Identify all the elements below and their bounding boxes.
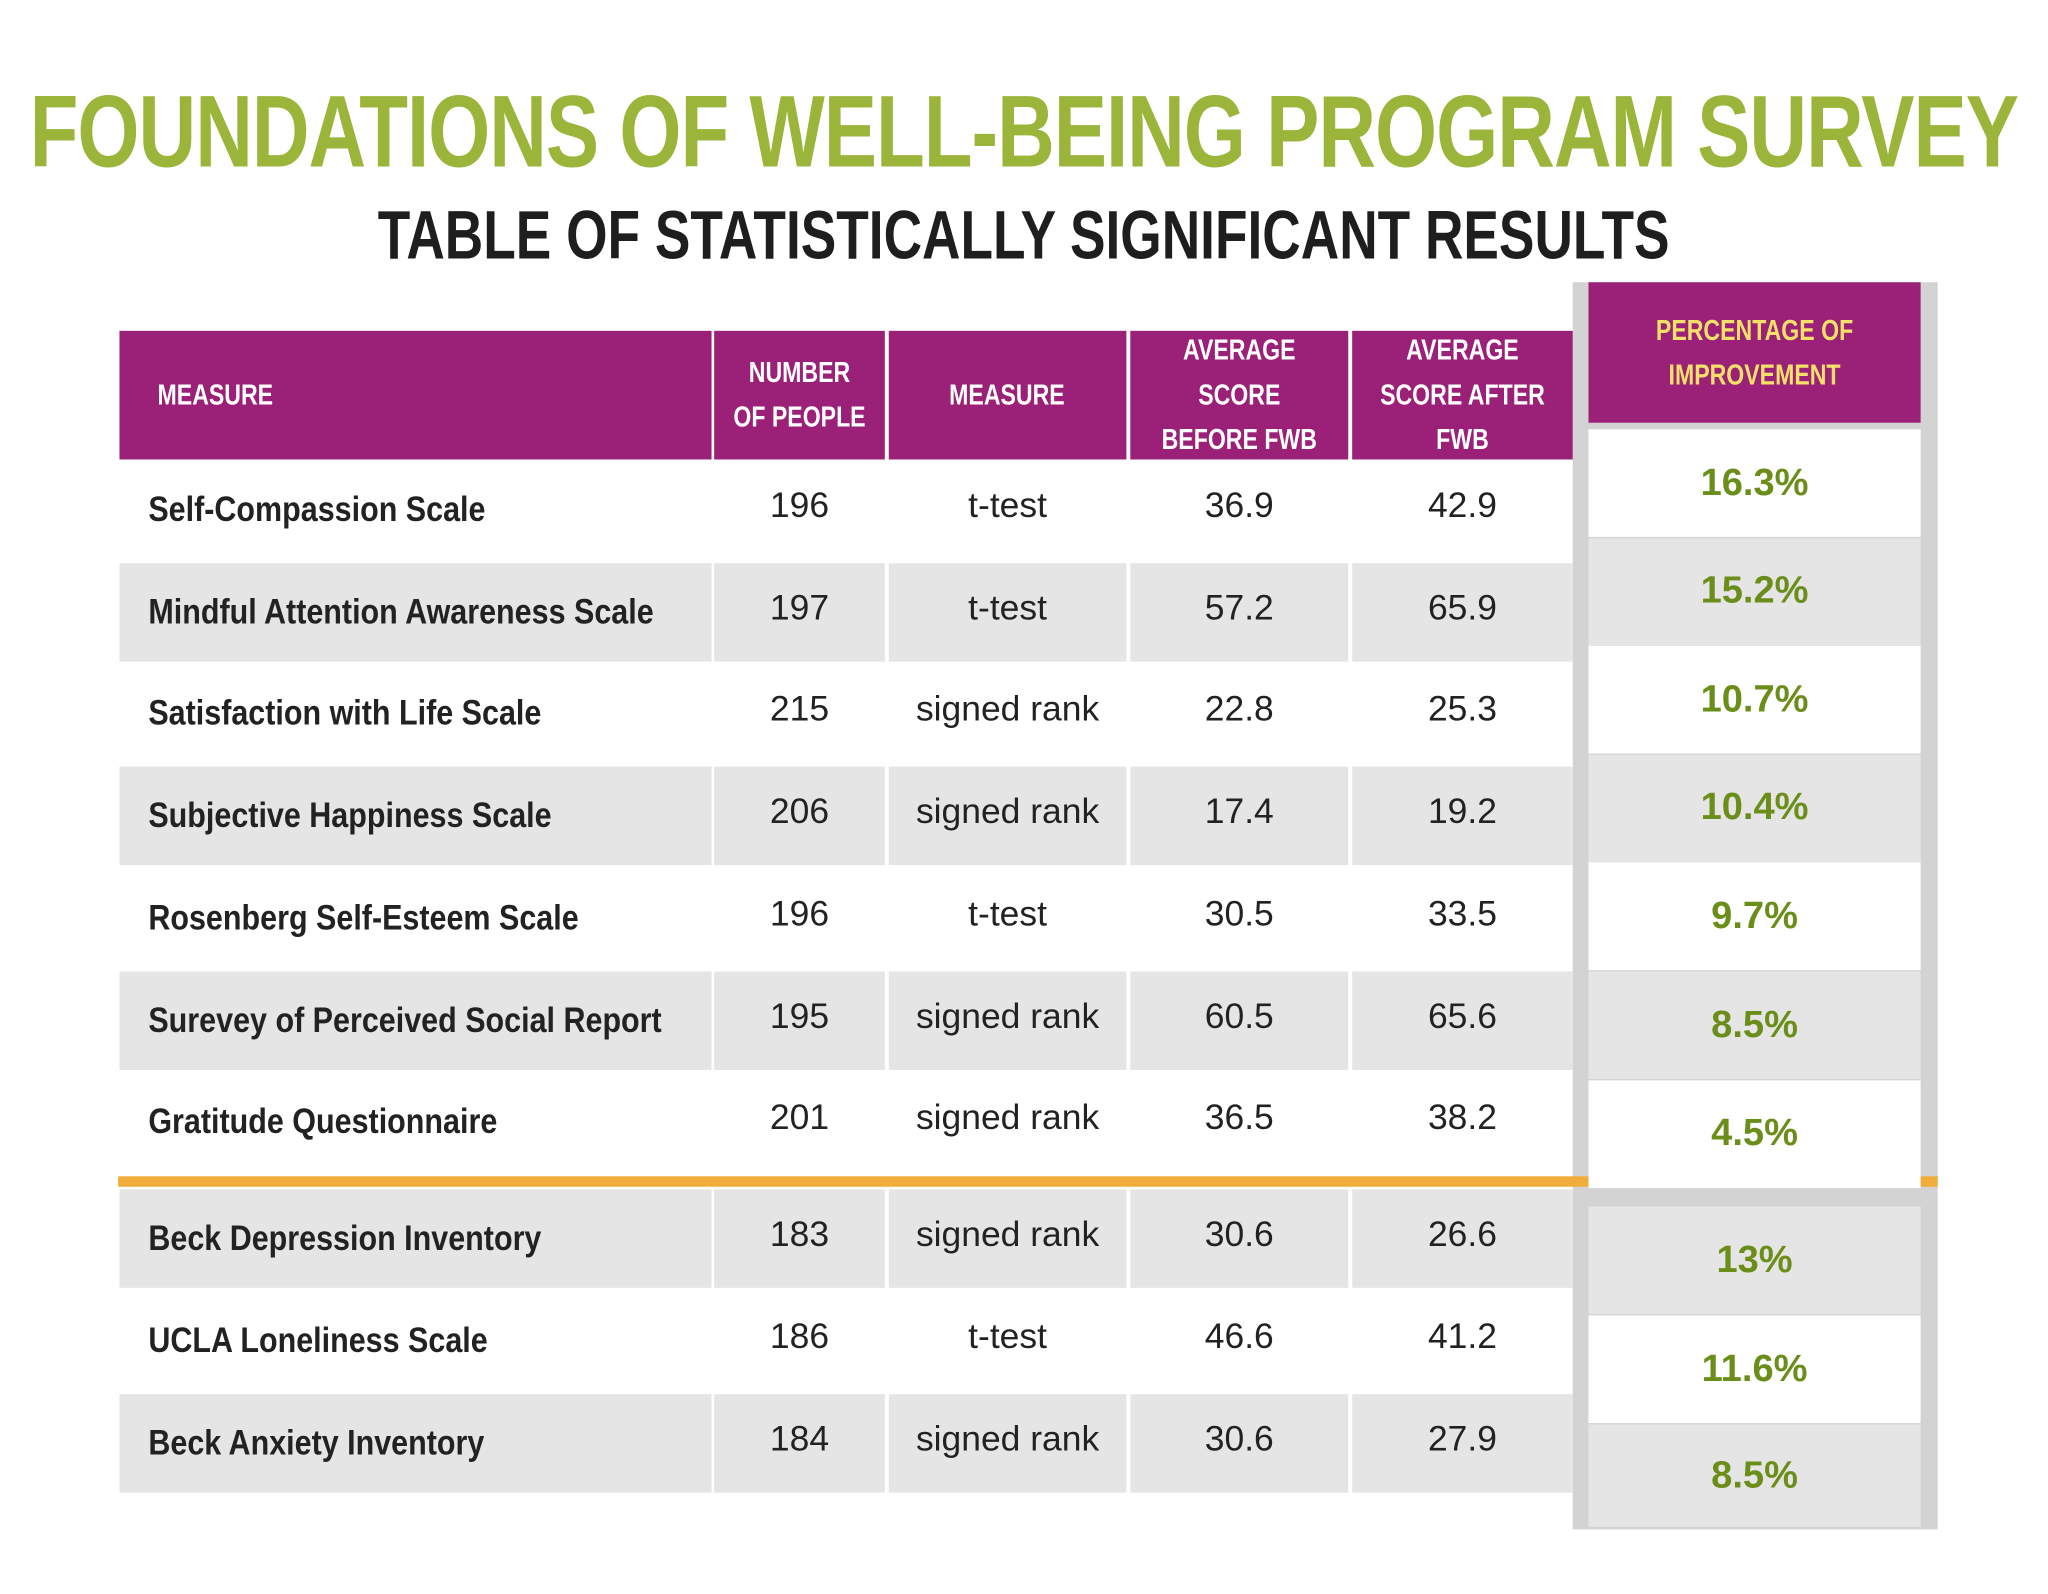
table-cell: signed rank [915, 689, 1100, 730]
column-header-text: MEASURE [949, 378, 1066, 411]
table-cell: 38.2 [1427, 1097, 1497, 1138]
row-label-text: UCLA Loneliness Scale [148, 1320, 488, 1361]
table-cell: 184 [714, 1394, 885, 1493]
percentage-cell: 10.4% [1588, 754, 1921, 863]
row-label-text: Beck Depression Inventory [148, 1218, 542, 1258]
row-label: Self-Compassion Scale [119, 461, 711, 559]
percentage-cell: 10.7% [1588, 646, 1921, 754]
table-cell: 30.5 [1204, 893, 1274, 934]
row-label: Gratitude Questionnaire [119, 1073, 711, 1171]
table-cell: 36.9 [1204, 485, 1274, 526]
table-cell: 26.6 [1352, 1189, 1573, 1288]
percentage-cell: 13% [1588, 1206, 1921, 1315]
table-cell: t-test [968, 485, 1047, 526]
table-cell: 197 [714, 562, 885, 662]
table-cell: t-test [968, 1316, 1047, 1357]
column-header-text: PERCENTAGE OF IMPROVEMENT [1655, 313, 1854, 391]
column-header: MEASURE [119, 330, 712, 460]
table-cell: 215 [769, 689, 830, 730]
row-label-text: Subjective Happiness Scale [148, 795, 552, 836]
row-label: Satisfaction with Life Scale [119, 665, 711, 763]
row-label-text: Rosenberg Self-Esteem Scale [148, 897, 579, 938]
table-cell: 33.5 [1427, 893, 1497, 934]
table-cell: 60.5 [1130, 970, 1349, 1070]
row-label-text: Beck Anxiety Inventory [148, 1423, 485, 1463]
table-cell: signed rank [888, 1189, 1127, 1288]
row-label-text: Mindful Attention Awareness Scale [148, 591, 654, 632]
column-header-text: AVERAGE SCORE BEFORE FWB [1161, 333, 1317, 456]
table-cell: 201 [769, 1097, 830, 1138]
table-cell: 41.2 [1427, 1316, 1497, 1357]
percentage-cell: 8.5% [1588, 1424, 1921, 1527]
column-header: AVERAGE SCORE AFTER FWB [1352, 330, 1573, 460]
table-cell: 30.6 [1130, 1394, 1349, 1493]
title-text: FOUNDATIONS OF WELL-BEING PROGRAM SURVEY [29, 72, 2019, 189]
column-header-text: MEASURE [157, 378, 274, 411]
table-cell: t-test [888, 562, 1127, 662]
percentage-cell: 11.6% [1588, 1315, 1921, 1424]
subtitle-text: TABLE OF STATISTICALLY SIGNIFICANT RESUL… [378, 198, 1670, 275]
percentage-cell: 15.2% [1588, 537, 1921, 646]
table-cell: signed rank [888, 970, 1127, 1070]
table-cell: 196 [769, 485, 830, 526]
table-cell: 183 [714, 1189, 885, 1288]
table-cell: signed rank [915, 1097, 1100, 1138]
percentage-cell: 8.5% [1588, 971, 1921, 1080]
table-cell: 186 [769, 1316, 830, 1357]
row-label-text: Gratitude Questionnaire [148, 1101, 498, 1142]
column-header-text: AVERAGE SCORE AFTER FWB [1380, 333, 1545, 456]
row-label: Beck Depression Inventory [119, 1189, 712, 1288]
column-header: MEASURE [888, 330, 1127, 460]
title: FOUNDATIONS OF WELL-BEING PROGRAM SURVEY [0, 72, 2048, 190]
table-cell: 36.5 [1204, 1097, 1274, 1138]
table-cell: 206 [714, 766, 885, 866]
table-cell: 196 [769, 893, 830, 934]
table-cell: 19.2 [1352, 766, 1573, 866]
column-header: AVERAGE SCORE BEFORE FWB [1130, 330, 1349, 460]
row-label-text: Self-Compassion Scale [148, 489, 486, 530]
column-header: PERCENTAGE OF IMPROVEMENT [1588, 282, 1921, 423]
table-cell: 57.2 [1130, 562, 1349, 662]
row-label: Mindful Attention Awareness Scale [119, 562, 712, 662]
row-label: Rosenberg Self-Esteem Scale [119, 869, 711, 967]
row-label: Subjective Happiness Scale [119, 766, 712, 866]
table-cell: 65.6 [1352, 970, 1573, 1070]
table-cell: 195 [714, 970, 885, 1070]
table-cell: signed rank [888, 1394, 1127, 1493]
table-cell: 42.9 [1427, 485, 1497, 526]
table-cell: 17.4 [1130, 766, 1349, 866]
table-cell: 65.9 [1352, 562, 1573, 662]
table-cell: t-test [968, 893, 1047, 934]
column-header-text: NUMBER OF PEOPLE [733, 355, 866, 434]
row-label-text: Surevey of Perceived Social Report [148, 999, 662, 1040]
row-label: Surevey of Perceived Social Report [119, 970, 712, 1070]
row-label: UCLA Loneliness Scale [119, 1292, 711, 1390]
table-cell: 46.6 [1204, 1316, 1274, 1357]
table-cell: 30.6 [1130, 1189, 1349, 1288]
table-cell: 27.9 [1352, 1394, 1573, 1493]
table-cell: 25.3 [1427, 689, 1497, 730]
table-cell: 22.8 [1204, 689, 1274, 730]
row-label: Beck Anxiety Inventory [119, 1394, 712, 1493]
percentage-cell: 16.3% [1588, 429, 1921, 537]
row-label-text: Satisfaction with Life Scale [148, 693, 542, 734]
subtitle: TABLE OF STATISTICALLY SIGNIFICANT RESUL… [0, 194, 2048, 278]
column-header: NUMBER OF PEOPLE [714, 330, 885, 460]
separator-line [118, 1176, 1938, 1187]
percentage-cell: 9.7% [1588, 863, 1921, 971]
percentage-cell: 4.5% [1588, 1079, 1921, 1188]
table-cell: signed rank [888, 766, 1127, 866]
